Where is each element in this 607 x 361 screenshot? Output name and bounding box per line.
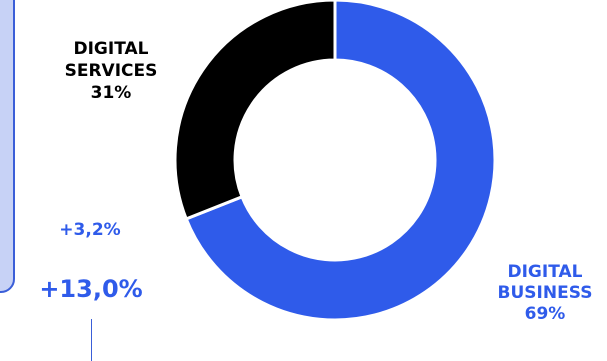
donut-slices [173,0,497,322]
slice-label-digital-services: DIGITAL SERVICES 31% [36,38,186,104]
slice-label-services-line2: SERVICES [64,61,158,81]
slice-label-services-value: 31% [90,83,132,103]
donut-slice-digital-business [184,0,497,322]
connector-line [91,319,92,361]
kpi-growth-small: +3,2% [59,220,121,240]
slice-label-digital-business: DIGITAL BUSINESS 69% [480,262,607,325]
slice-label-business-line1: DIGITAL [507,262,583,282]
slice-label-business-value: 69% [524,304,566,324]
slice-label-services-line1: DIGITAL [73,39,149,59]
donut-slice-digital-services [173,0,337,221]
kpi-growth-large: +13,0% [39,275,143,303]
slice-label-business-line2: BUSINESS [497,283,593,303]
